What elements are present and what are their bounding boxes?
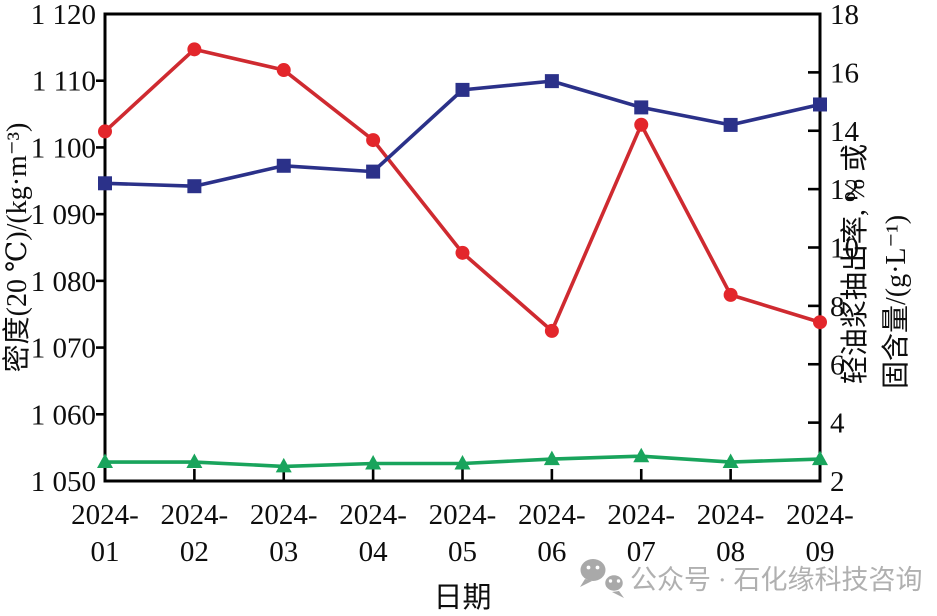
x-tick-label-month: 06	[537, 536, 566, 568]
x-tick-label-month: 08	[716, 536, 745, 568]
wechat-eye	[616, 579, 621, 583]
wechat-bubble-small	[602, 572, 626, 594]
right-axis-tick-label: 2	[830, 466, 845, 498]
x-tick-label-year: 2024-	[161, 499, 229, 531]
x-tick-label-year: 2024-	[71, 499, 139, 531]
data-point-density	[366, 133, 381, 148]
series-line-light-slurry-extraction-rate	[103, 79, 822, 189]
data-point-density	[276, 63, 291, 78]
data-point-light-slurry-extraction-rate	[98, 176, 112, 191]
data-point-density	[544, 323, 559, 338]
watermark-text: 公众号 · 石化缘科技咨询	[630, 565, 923, 595]
data-point-solid-content	[454, 454, 471, 470]
data-point-density	[723, 287, 738, 302]
left-axis-tick-label: 1 110	[32, 66, 96, 98]
data-point-light-slurry-extraction-rate	[187, 179, 202, 194]
x-tick-label-month: 03	[269, 536, 298, 568]
x-tick-label-year: 2024-	[518, 499, 586, 531]
data-point-solid-content	[812, 450, 828, 466]
right-axis-tick-label: 4	[830, 408, 845, 440]
wechat-bubble-large-tail	[580, 579, 592, 587]
x-tick-label-month: 07	[627, 536, 656, 568]
left-axis-tick-label: 1 050	[31, 466, 96, 498]
x-tick-label-month: 01	[91, 536, 120, 568]
data-point-density	[634, 117, 649, 132]
data-point-light-slurry-extraction-rate	[455, 82, 470, 97]
data-point-light-slurry-extraction-rate	[813, 97, 827, 112]
data-point-density	[813, 315, 827, 330]
x-tick-label-year: 2024-	[250, 499, 318, 531]
left-axis-title: 密度(20 ℃)/(kg·m⁻³)	[1, 123, 33, 373]
left-axis-tick-label: 1 060	[31, 399, 96, 431]
right-axis-tick-label: 10	[830, 233, 859, 265]
left-axis-tick-label: 1 100	[31, 132, 96, 164]
plot-border	[103, 12, 822, 483]
right-axis-title-line1: 轻油浆抽出率, % 或	[839, 144, 871, 384]
right-axis-title-line2: 固含量/(g·L⁻¹)	[880, 215, 912, 389]
x-tick-label-month: 09	[806, 536, 835, 568]
x-tick-label-month: 04	[359, 536, 389, 568]
right-axis-tick-label: 18	[830, 0, 859, 31]
wechat-eye	[608, 579, 613, 583]
data-point-solid-content	[633, 447, 650, 463]
left-axis-tick-label: 1 120	[31, 0, 96, 31]
x-axis-title: 日期	[433, 582, 491, 614]
x-tick-label-month: 02	[180, 536, 209, 568]
data-point-solid-content	[275, 457, 292, 473]
right-axis-tick-label: 8	[830, 291, 845, 323]
data-point-light-slurry-extraction-rate	[276, 158, 291, 173]
data-point-solid-content	[365, 454, 382, 470]
x-tick-label-month: 05	[448, 536, 477, 568]
data-point-solid-content	[543, 450, 560, 466]
x-tick-label-year: 2024-	[786, 499, 854, 531]
left-axis-tick-label: 1 080	[31, 266, 96, 298]
data-point-light-slurry-extraction-rate	[366, 164, 381, 179]
wechat-icon	[580, 559, 626, 598]
data-point-solid-content	[97, 453, 113, 469]
right-axis-tick-label: 12	[830, 174, 859, 206]
wechat-bubble-small-tail	[612, 591, 624, 598]
right-axis-tick-label: 16	[830, 57, 859, 89]
data-point-density	[98, 124, 112, 139]
data-point-solid-content	[722, 453, 739, 469]
data-point-light-slurry-extraction-rate	[634, 100, 649, 115]
wechat-eye	[595, 565, 600, 570]
data-point-light-slurry-extraction-rate	[723, 117, 738, 132]
data-point-density	[455, 245, 470, 260]
right-axis-tick-label: 6	[830, 349, 845, 381]
wechat-eye	[586, 565, 591, 570]
x-tick-label-year: 2024-	[339, 499, 407, 531]
data-point-solid-content	[186, 453, 203, 469]
data-point-light-slurry-extraction-rate	[544, 74, 559, 89]
x-tick-label-year: 2024-	[697, 499, 765, 531]
wechat-bubble-large	[580, 559, 606, 581]
x-tick-label-year: 2024-	[607, 499, 675, 531]
left-axis-tick-label: 1 070	[31, 333, 96, 365]
right-axis-tick-label: 14	[830, 116, 860, 148]
x-tick-label-year: 2024-	[429, 499, 497, 531]
data-point-density	[187, 42, 202, 57]
left-axis-tick-label: 1 090	[31, 199, 96, 231]
